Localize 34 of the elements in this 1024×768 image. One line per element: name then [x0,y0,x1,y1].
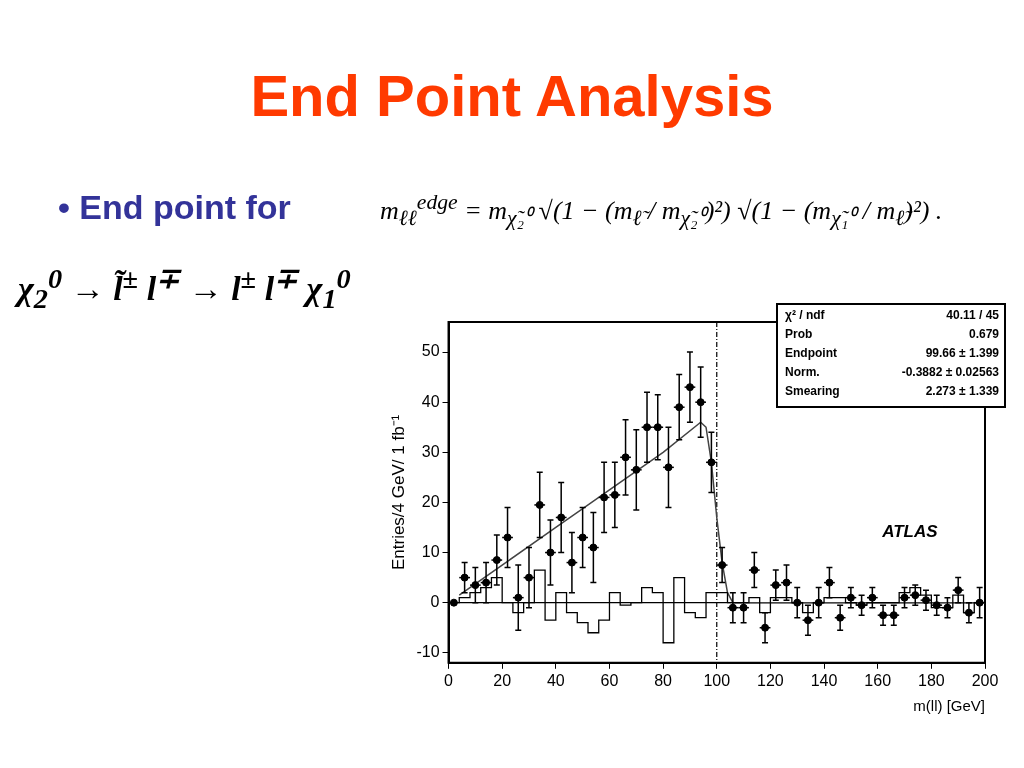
text: χ² / ndf [785,308,826,323]
y-tick-label: 40 [421,392,440,410]
annotation: Norm. [785,365,820,380]
y-tick-label: 50 [421,342,440,360]
x-tick-label: 20 [493,671,512,689]
x-tick-label: 180 [918,671,945,689]
annotation: Endpoint [785,346,837,361]
y-tick-label: -10 [416,643,440,661]
annotation: 99.66 ± 1.399 [925,346,1000,361]
annotation: ATLAS [881,522,939,542]
text: • End point for [58,188,291,227]
annotation: 0.679 [968,327,1000,342]
annotation: -0.3882 ± 0.02563 [901,365,1000,380]
x-tick-label: 120 [757,671,784,689]
text: m$_{ℓℓ}$$^{edge}$ = m$_{χ̃₂⁰}$ √(1 − (m$_{ℓ̃}$ / m$_{χ̃₂⁰}$)²) √(1 − (m$_{χ̃₁⁰}$ / m$_{ℓ̃}$)²) . [380,190,943,230]
x-tick-label: 140 [810,671,838,689]
x-tick-label: 40 [546,671,565,689]
x-tick-label: 200 [971,671,999,689]
x-axis-title: m(ll) [GeV] [913,697,985,715]
annotation: Smearing [785,384,840,399]
x-tick-label: 100 [703,671,731,689]
y-tick-label: 30 [421,442,440,460]
y-axis-title: Entries/4 GeV/ 1 fb⁻¹ [388,414,408,571]
x-tick-label: 80 [654,671,673,689]
y-tick-label: 0 [430,593,440,611]
x-tick-label: 0 [444,671,454,689]
x-tick-label: 60 [600,671,619,689]
y-tick-label: 20 [421,492,440,510]
y-tick-label: 10 [421,542,440,560]
x-tick-label: 160 [864,671,892,689]
text: 40.11 / 45 [946,308,1000,323]
chart-title: End Point Analysis [249,62,775,129]
annotation: Prob [785,327,813,342]
annotation: 2.273 ± 1.339 [925,384,1000,399]
